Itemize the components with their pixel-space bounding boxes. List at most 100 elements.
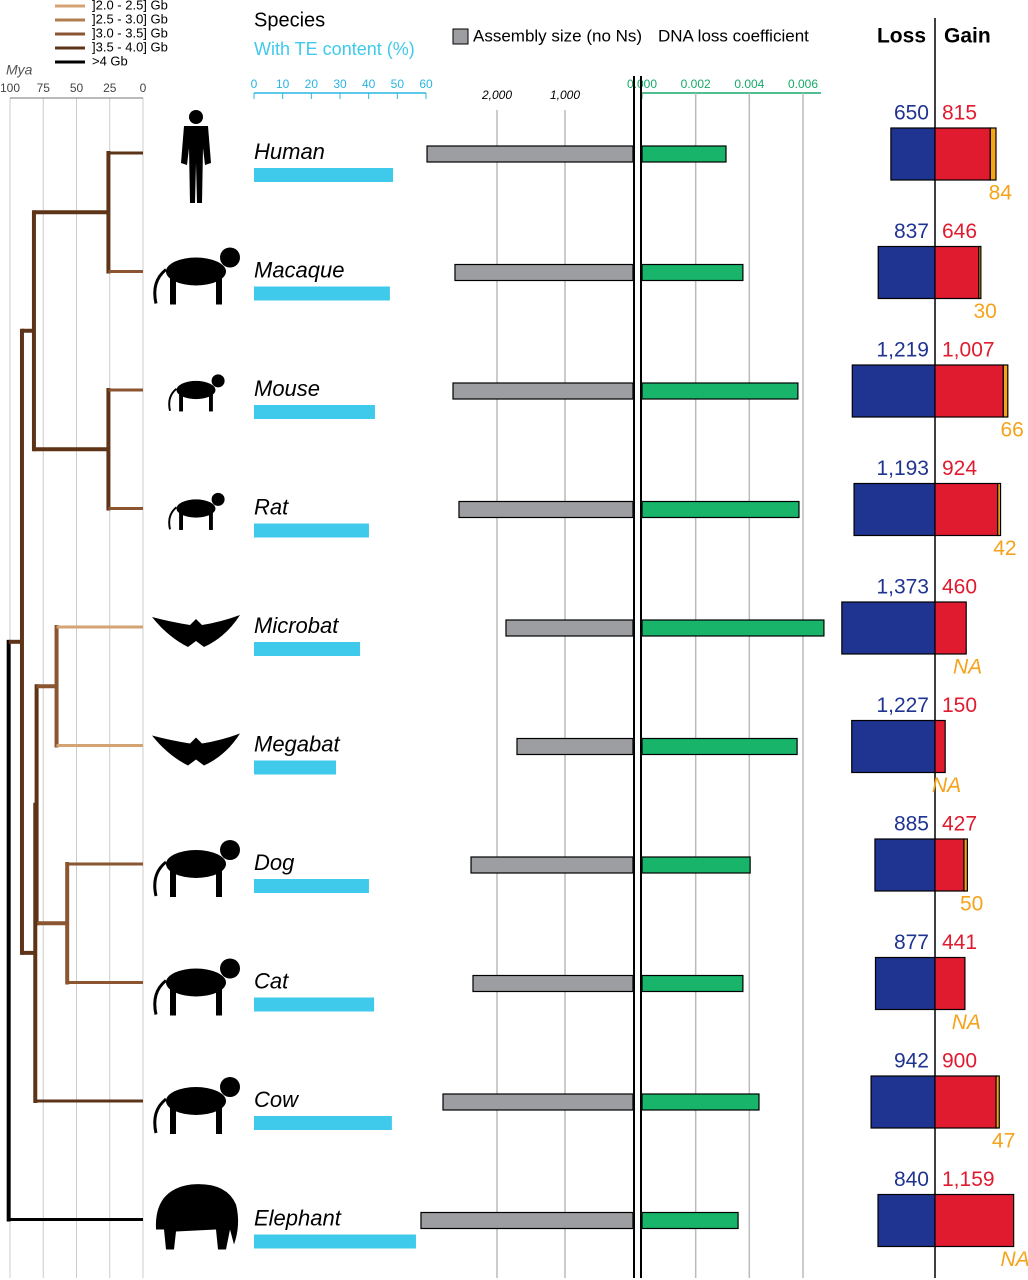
body: [176, 380, 216, 400]
body: [176, 499, 216, 518]
head: [189, 110, 203, 124]
bar: [641, 619, 825, 637]
gain-bar: [934, 601, 967, 655]
loss-bar: [853, 482, 936, 537]
leg: [216, 869, 222, 897]
bar: [254, 1234, 416, 1249]
x-tick-label: 60: [419, 77, 433, 91]
silhouette: [153, 1077, 240, 1134]
x-tick-label: 40: [362, 77, 376, 91]
bar: [254, 1116, 392, 1130]
extra-label: 42: [993, 537, 1016, 560]
legend-label: >4 Gb: [92, 53, 128, 68]
x-tick-label: 20: [305, 77, 319, 91]
tail: [153, 1097, 167, 1134]
silhouette: [155, 1184, 239, 1250]
bar: [516, 737, 634, 756]
bar: [254, 405, 375, 419]
bar: [454, 263, 634, 282]
gain-extra-bar: [989, 127, 997, 181]
body: [155, 1184, 239, 1250]
body: [166, 850, 226, 878]
body: [166, 968, 226, 997]
loss-label: 837: [894, 220, 929, 243]
wings: [152, 733, 240, 766]
legend-label: ]2.0 - 2.5] Gb: [92, 0, 168, 12]
legend-label: ]3.0 - 3.5] Gb: [92, 25, 168, 40]
animal: [153, 1077, 240, 1134]
bar: [641, 856, 751, 874]
silhouette: [153, 840, 240, 897]
legend-swatch: [452, 28, 469, 45]
bar: [254, 760, 336, 775]
animal: [153, 840, 240, 897]
wings: [152, 615, 240, 647]
leg: [179, 393, 183, 412]
gain-extra-bar: [995, 1075, 1000, 1129]
leg: [170, 276, 176, 305]
gain-extra-bar: [978, 245, 982, 300]
gain-bar: [934, 838, 965, 892]
loss-label: 1,193: [876, 457, 929, 480]
extra-label: NA: [932, 774, 961, 797]
silhouette: [152, 615, 240, 647]
bar: [254, 286, 390, 301]
gain-label: 150: [942, 694, 977, 717]
bar: [442, 1093, 634, 1111]
bar: [254, 523, 369, 538]
tree-tick-label: 75: [37, 81, 51, 95]
tree-tick-label: 25: [103, 81, 117, 95]
assembly-title: Assembly size (no Ns): [473, 26, 642, 45]
animal: [153, 958, 240, 1016]
loss-label: 1,373: [876, 576, 929, 599]
gain-label: 427: [942, 813, 977, 836]
x-tick-label: 0.002: [681, 77, 711, 91]
gain-extra-bar: [1002, 364, 1009, 418]
gain-extra-bar: [963, 838, 968, 892]
bar: [641, 382, 799, 400]
loss-bar: [870, 1075, 936, 1129]
leg: [170, 869, 176, 897]
gain-bar: [934, 364, 1004, 418]
gain-label: 924: [942, 457, 977, 480]
species-label: Cow: [254, 1087, 300, 1112]
bar: [452, 382, 634, 400]
gain-bar: [934, 127, 991, 181]
bar: [505, 619, 634, 637]
gain-bar: [934, 1193, 1015, 1248]
species-label: Mouse: [254, 376, 320, 401]
loss-label: 942: [894, 1050, 929, 1073]
loss-label: 1,227: [876, 694, 929, 717]
loss-bar: [877, 1193, 936, 1248]
species-label: Elephant: [254, 1205, 342, 1230]
silhouette: [153, 247, 240, 305]
bar: [641, 1093, 760, 1111]
leg: [170, 987, 176, 1016]
legend-label: ]3.5 - 4.0] Gb: [92, 39, 168, 54]
loss-bar: [851, 719, 936, 774]
extra-label: NA: [953, 656, 982, 679]
species-label: Microbat: [254, 613, 339, 638]
tail: [168, 506, 178, 530]
head: [220, 958, 240, 979]
gain-bar: [934, 956, 966, 1011]
silhouette: [153, 958, 240, 1016]
head: [211, 492, 225, 506]
loss-label: 1,219: [876, 339, 929, 362]
dna-loss-title: DNA loss coefficient: [658, 26, 809, 45]
legend-label: ]2.5 - 3.0] Gb: [92, 11, 168, 26]
gain-bar: [934, 245, 980, 300]
gain-bar: [934, 482, 999, 537]
loss-label: 885: [894, 813, 929, 836]
bar: [426, 145, 634, 163]
bar: [641, 145, 727, 163]
bar: [254, 879, 369, 893]
gain-extra-bar: [997, 482, 1002, 537]
bar: [641, 263, 744, 282]
tree-axis-label: Mya: [6, 62, 33, 78]
te-subtitle: With TE content (%): [254, 39, 415, 59]
x-tick-label: 30: [333, 77, 347, 91]
gain-label: 815: [942, 102, 977, 125]
tail: [153, 268, 167, 304]
